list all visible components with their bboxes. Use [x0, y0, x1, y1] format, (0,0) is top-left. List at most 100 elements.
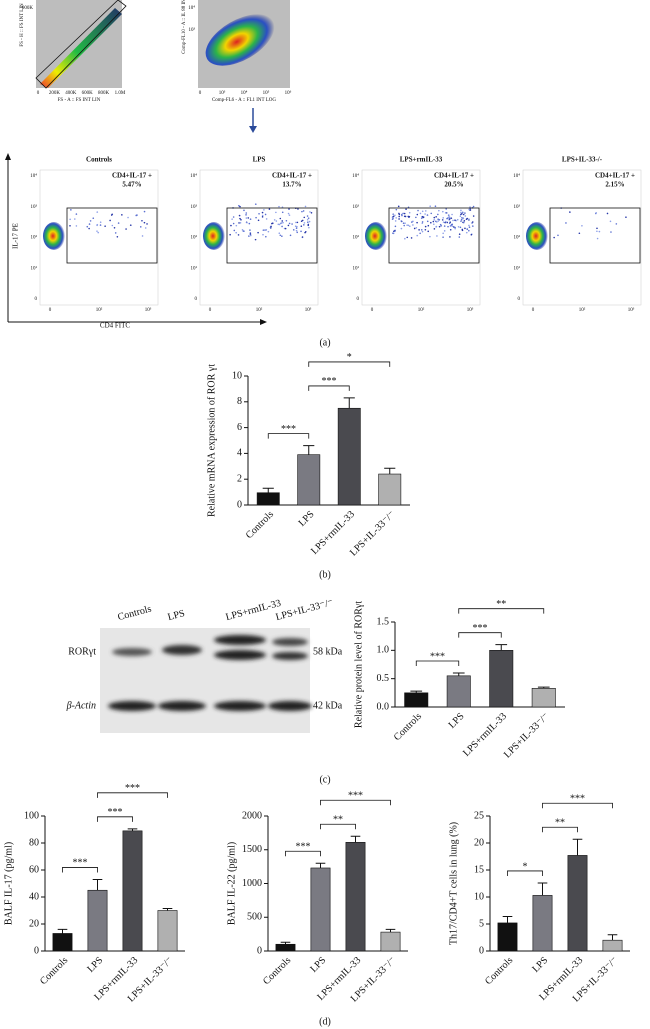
- blot-bands: [108, 635, 312, 711]
- event-dot: [303, 216, 306, 219]
- event-dot: [111, 213, 114, 216]
- event-dot: [257, 231, 259, 234]
- event-dot: [438, 225, 441, 228]
- event-dot: [294, 225, 297, 228]
- event-dot: [434, 205, 437, 208]
- y-tick-label: 1000: [242, 878, 262, 889]
- event-dot: [309, 211, 311, 213]
- event-dot: [96, 230, 98, 232]
- significance-bracket: [320, 799, 391, 806]
- event-dot: [435, 215, 437, 218]
- event-dot: [308, 220, 311, 223]
- event-dot: [265, 229, 268, 231]
- y-tick-label: 0.5: [377, 673, 390, 684]
- y-tick-label: 10: [474, 891, 484, 902]
- y-tick-label: 10³: [514, 204, 521, 210]
- significance-bracket: [285, 850, 321, 857]
- event-dot: [424, 210, 427, 212]
- event-dot: [460, 211, 462, 214]
- event-dot: [273, 219, 276, 221]
- flow-x-label: CD4 FITC: [100, 322, 130, 330]
- event-dot: [437, 213, 439, 216]
- event-dot: [248, 235, 250, 237]
- size-label: 42 kDa: [313, 700, 343, 711]
- event-dot: [410, 237, 413, 239]
- event-dot: [432, 220, 435, 223]
- event-dot: [421, 215, 424, 218]
- x-tick-label: 0: [37, 91, 40, 96]
- y-tick-label: 10⁴: [30, 173, 37, 179]
- event-dot: [287, 212, 290, 215]
- error-bar: [607, 934, 618, 941]
- y-tick-label: 10³: [31, 204, 38, 210]
- event-dot: [596, 237, 599, 240]
- y-axis-label: Th17/CD4+T cells in lung (%): [448, 822, 459, 945]
- event-dot: [465, 231, 468, 234]
- significance-bracket: [62, 867, 98, 873]
- significance-label: ***: [570, 794, 585, 805]
- event-dot: [296, 231, 299, 234]
- x-tick-label: 10³: [145, 307, 152, 313]
- event-dot: [275, 211, 277, 214]
- x-tick-label: LPS: [297, 509, 317, 529]
- error-bar: [262, 487, 274, 493]
- band: [158, 701, 206, 711]
- bar: [297, 454, 321, 506]
- gate-percent: 2.15%: [605, 181, 624, 189]
- y-tick-label: 10²: [353, 235, 360, 241]
- error-bar: [537, 882, 548, 896]
- event-dot: [610, 231, 612, 233]
- band: [108, 701, 156, 711]
- y-tick-label: 80: [29, 837, 39, 848]
- significance-bracket: [97, 816, 133, 822]
- bar: [567, 855, 588, 952]
- x-tick-label: 200K: [49, 91, 61, 96]
- event-dot: [449, 236, 451, 238]
- error-bar: [343, 397, 355, 409]
- event-dot: [300, 220, 303, 223]
- y-tick-label: 0: [34, 945, 39, 956]
- y-axis-label: Relative mRNA expression of ROR γt: [206, 364, 217, 517]
- bar: [497, 922, 518, 952]
- event-dot: [462, 221, 465, 224]
- y-tick-label: 2: [237, 473, 242, 484]
- event-dot: [278, 223, 281, 226]
- event-dot: [104, 225, 106, 227]
- y-axis-label: BALF IL-17 (pg/ml): [3, 842, 14, 925]
- gate-label: CD4+IL-17 +: [595, 172, 635, 180]
- y-tick-label: 0: [195, 297, 198, 302]
- event-dot: [395, 208, 398, 211]
- y-tick-label: 100: [24, 810, 39, 821]
- x-tick-label: 0: [532, 308, 535, 313]
- event-dot: [303, 222, 306, 224]
- bar: [380, 931, 401, 952]
- event-dot: [452, 219, 454, 222]
- event-dot: [468, 208, 470, 211]
- event-dot: [302, 210, 305, 212]
- x-tick-label: 0: [209, 308, 212, 313]
- x-tick-label: Controls: [38, 955, 70, 987]
- event-dot: [448, 218, 451, 220]
- event-dot: [296, 225, 298, 228]
- event-dot: [468, 229, 470, 232]
- event-dot: [424, 228, 427, 231]
- event-dot: [393, 230, 396, 233]
- event-dot: [235, 224, 238, 227]
- event-dot: [245, 217, 248, 219]
- event-dot: [436, 221, 438, 223]
- gate-percent: 5.47%: [122, 181, 141, 189]
- density-cloud: [40, 8, 122, 88]
- event-dot: [420, 229, 423, 231]
- blot-background: [100, 628, 310, 733]
- error-bar: [385, 928, 396, 933]
- event-dot: [598, 230, 601, 233]
- event-dot: [444, 212, 447, 214]
- error-bar: [92, 878, 103, 891]
- event-dot: [406, 236, 409, 239]
- event-dot: [451, 213, 453, 216]
- event-dot: [450, 217, 453, 219]
- x-tick-label: LPS+IL-33⁻/⁻: [502, 711, 551, 760]
- y-tick-label: 10⁴: [513, 173, 520, 179]
- y-axis-label: Relative protein level of RORγt: [353, 601, 364, 728]
